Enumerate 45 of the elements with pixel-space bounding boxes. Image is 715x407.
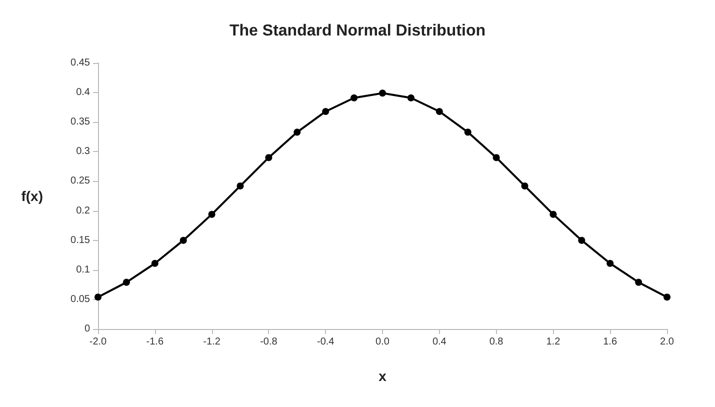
x-tick-label: -2.0 xyxy=(89,336,108,348)
chart-title: The Standard Normal Distribution xyxy=(229,22,486,40)
point xyxy=(379,90,386,97)
point xyxy=(664,294,670,301)
point xyxy=(265,154,272,162)
point xyxy=(606,260,614,267)
point xyxy=(94,294,102,301)
y-tick-label: 0.3 xyxy=(76,146,90,158)
y-tick-label: 0.4 xyxy=(76,87,90,98)
point xyxy=(407,94,414,102)
point xyxy=(180,236,187,244)
point xyxy=(521,182,528,190)
point xyxy=(550,210,557,218)
x-tick-label: -0.4 xyxy=(316,336,335,348)
x-tick-label: 1.2 xyxy=(546,336,561,348)
point xyxy=(635,278,642,286)
y-tick-label: 0.45 xyxy=(70,58,90,68)
point xyxy=(294,128,301,136)
x-tick-label: -1.6 xyxy=(146,336,164,348)
y-axis-title: f(x) xyxy=(21,188,43,204)
point xyxy=(208,210,216,218)
y-tick-label: 0 xyxy=(84,324,90,334)
x-tick-label: 1.6 xyxy=(603,336,618,348)
y-tick-label: 0.25 xyxy=(70,176,90,187)
y-tick-label: 0.35 xyxy=(70,116,90,128)
x-axis-title: x xyxy=(378,368,387,384)
x-tick-label: 0.4 xyxy=(432,336,447,348)
x-tick-label: 2.0 xyxy=(660,336,674,348)
x-tick-label: 0.8 xyxy=(489,336,504,348)
point xyxy=(492,154,500,162)
point xyxy=(122,278,130,286)
y-tick-label: 0.15 xyxy=(70,234,90,246)
point xyxy=(464,128,472,136)
x-tick-label: -1.2 xyxy=(203,336,221,348)
x-tick-label: -0.8 xyxy=(260,336,278,348)
y-tick-label: 0.2 xyxy=(76,205,90,216)
x-tick-label: 0.0 xyxy=(376,336,390,348)
point xyxy=(322,108,330,115)
point xyxy=(436,108,443,115)
point xyxy=(236,182,244,190)
point xyxy=(578,236,586,244)
y-tick-label: 0.05 xyxy=(70,294,90,305)
point xyxy=(350,94,358,102)
point xyxy=(151,260,158,267)
y-tick-label: 0.1 xyxy=(76,264,90,276)
